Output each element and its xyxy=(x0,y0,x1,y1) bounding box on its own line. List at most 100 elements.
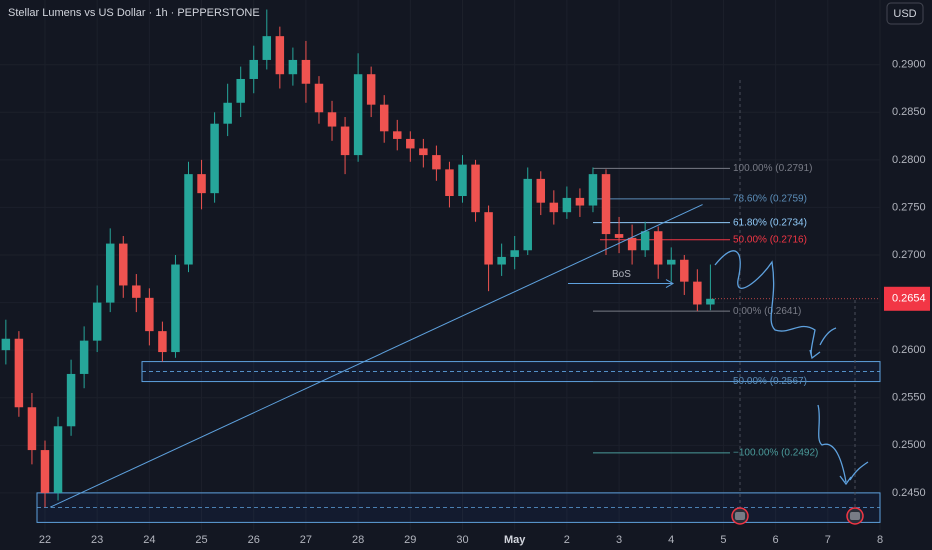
candle-body xyxy=(105,243,115,303)
candle-body xyxy=(145,297,154,332)
candle-body xyxy=(327,112,337,127)
projection-arrow xyxy=(817,404,869,486)
candle-body xyxy=(588,174,598,206)
event-icon-glyph xyxy=(735,512,745,520)
candle-body xyxy=(706,298,715,305)
candle-body xyxy=(249,59,258,79)
candle-body xyxy=(92,302,102,341)
x-tick-label: 26 xyxy=(248,534,260,546)
candle-body xyxy=(667,259,676,265)
candle-body xyxy=(79,340,89,374)
overlay: BoS xyxy=(49,204,880,508)
candle-body xyxy=(340,126,350,156)
candle-body xyxy=(314,83,324,113)
projection-arrow xyxy=(714,250,837,360)
candle-body xyxy=(614,234,624,238)
fib-label: 100.00% (0.2791) xyxy=(733,163,813,174)
currency-button[interactable] xyxy=(886,2,924,25)
y-tick-label: 0.2700 xyxy=(892,249,926,261)
candle-body xyxy=(27,407,37,451)
candle-body xyxy=(575,197,585,206)
candle-body xyxy=(432,155,441,170)
candle-body xyxy=(445,169,454,197)
candle-body xyxy=(1,338,11,351)
chart-title: Stellar Lumens vs US Dollar · 1h · PEPPE… xyxy=(8,7,260,19)
grid xyxy=(0,0,880,530)
candle-body xyxy=(301,59,311,84)
x-tick-label: 22 xyxy=(39,534,51,546)
candle-body xyxy=(523,178,532,251)
y-tick-label: 0.2450 xyxy=(892,487,926,499)
x-tick-label: 2 xyxy=(564,534,570,546)
last-price-tag xyxy=(884,286,930,311)
fib-levels: 100.00% (0.2791) 78.60% (0.2759) 61.80% (0… xyxy=(593,163,818,459)
y-tick-label: 0.2900 xyxy=(892,59,926,71)
candle-body xyxy=(653,231,663,265)
candle-body xyxy=(119,243,128,286)
trendline xyxy=(49,204,703,508)
x-tick-label: 5 xyxy=(720,534,726,546)
candle-body xyxy=(158,331,167,353)
x-tick-label: May xyxy=(504,534,526,546)
candle-body xyxy=(353,74,363,156)
candle-body xyxy=(680,259,689,282)
last-price-label: 0.2654 xyxy=(892,293,926,305)
x-tick-label: 29 xyxy=(404,534,416,546)
x-tick-label: 6 xyxy=(773,534,779,546)
candle-body xyxy=(471,164,480,213)
x-tick-label: 3 xyxy=(616,534,622,546)
x-tick-label: 27 xyxy=(300,534,312,546)
candle-body xyxy=(693,281,702,305)
fib-label: 50.00% (0.2567) xyxy=(733,376,807,387)
candle-body xyxy=(419,148,428,156)
candle-body xyxy=(236,78,245,103)
candle-body xyxy=(262,36,272,60)
candle-body xyxy=(536,178,546,203)
y-tick-label: 0.2600 xyxy=(892,344,926,356)
candle-body xyxy=(14,338,24,408)
candle-body xyxy=(562,197,572,213)
candle-body xyxy=(379,104,389,132)
fib-label: 50.00% (0.2716) xyxy=(733,234,807,245)
x-tick-label: 28 xyxy=(352,534,364,546)
candle-body xyxy=(510,250,519,257)
candle-body xyxy=(627,237,637,251)
bos-label: BoS xyxy=(612,269,631,280)
fib-label: −100.00% (0.2492) xyxy=(733,448,818,459)
y-tick-label: 0.2850 xyxy=(892,106,926,118)
candle-body xyxy=(549,202,559,213)
candle-body xyxy=(640,231,650,251)
price-axis: 0.24500.25000.25500.26000.26500.27000.27… xyxy=(39,59,930,546)
candle-body xyxy=(132,285,141,298)
event-icon-glyph xyxy=(850,512,860,520)
candle-body xyxy=(40,450,50,493)
y-tick-label: 0.2550 xyxy=(892,392,926,404)
candle-body xyxy=(288,59,298,75)
currency-label: USD xyxy=(893,8,916,20)
candle-body xyxy=(275,36,285,75)
x-tick-label: 8 xyxy=(877,534,883,546)
candle-body xyxy=(210,123,219,194)
candle-body xyxy=(66,373,76,427)
y-tick-label: 0.2500 xyxy=(892,439,926,451)
candle-body xyxy=(171,264,180,353)
y-tick-label: 0.2800 xyxy=(892,154,926,166)
candle-body xyxy=(601,174,611,235)
y-tick-label: 0.2750 xyxy=(892,201,926,213)
x-tick-label: 25 xyxy=(195,534,207,546)
candle-body xyxy=(223,102,232,124)
fib-label: 0.00% (0.2641) xyxy=(733,306,801,317)
x-tick-label: 4 xyxy=(668,534,674,546)
fib-label: 61.80% (0.2734) xyxy=(733,217,807,228)
candle-body xyxy=(406,138,415,149)
candle-body xyxy=(458,164,467,197)
candle-body xyxy=(393,131,402,139)
x-tick-label: 23 xyxy=(91,534,103,546)
candle-body xyxy=(366,74,376,105)
candle-body xyxy=(497,256,506,265)
candle-body xyxy=(484,212,493,265)
candle-body xyxy=(53,426,63,493)
x-tick-label: 24 xyxy=(143,534,155,546)
